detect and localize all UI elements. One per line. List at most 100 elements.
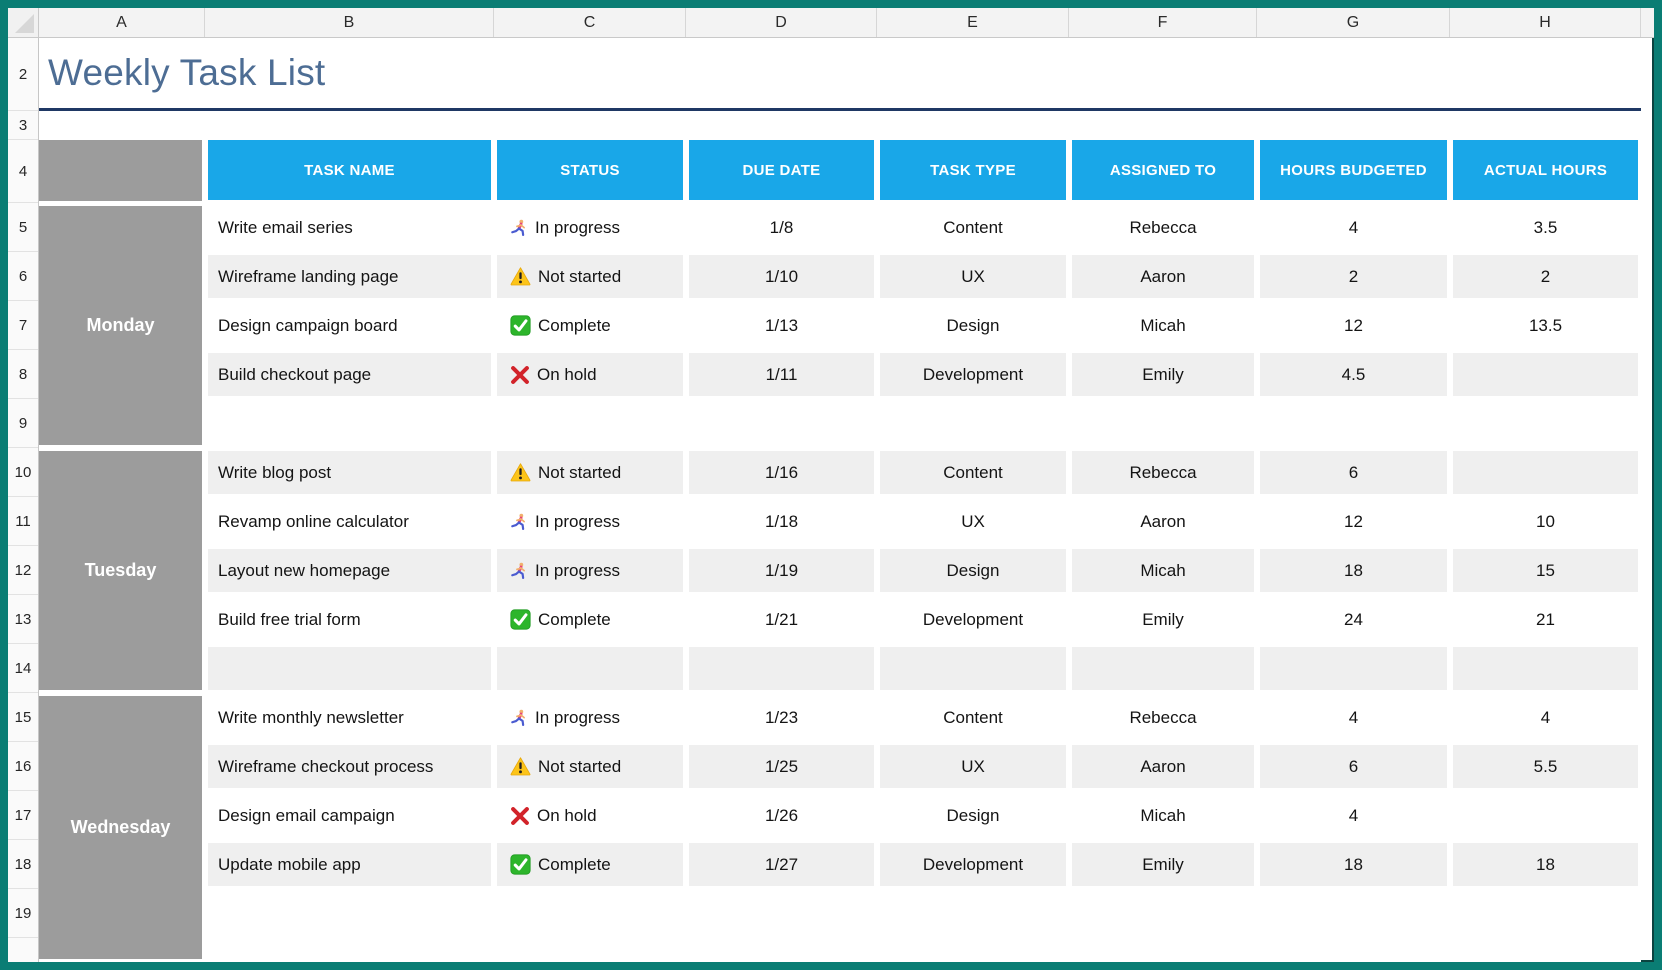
cell-assigned-to[interactable]: Aaron: [1069, 497, 1257, 546]
cell-task-type[interactable]: Content: [877, 203, 1069, 252]
cell-status[interactable]: In progress: [494, 693, 686, 742]
cell-status[interactable]: Not started: [494, 252, 686, 301]
cell-status[interactable]: [494, 889, 686, 938]
cell-task-type[interactable]: UX: [877, 497, 1069, 546]
row-header-19[interactable]: 19: [8, 889, 38, 938]
cell-task-name[interactable]: Write blog post: [205, 448, 494, 497]
cell-hours-budgeted[interactable]: 2: [1257, 252, 1450, 301]
cell-due-date[interactable]: 1/8: [686, 203, 877, 252]
cell-task-type[interactable]: Design: [877, 546, 1069, 595]
row-header-17[interactable]: 17: [8, 791, 38, 840]
cell-task-name[interactable]: Update mobile app: [205, 840, 494, 889]
cell-status[interactable]: Complete: [494, 840, 686, 889]
cell-due-date[interactable]: 1/13: [686, 301, 877, 350]
cell-due-date[interactable]: [686, 644, 877, 693]
cell-due-date[interactable]: 1/10: [686, 252, 877, 301]
cell-task-name[interactable]: [205, 644, 494, 693]
cell-task-type[interactable]: Design: [877, 791, 1069, 840]
cell-status[interactable]: Complete: [494, 595, 686, 644]
cell-task-type[interactable]: Development: [877, 840, 1069, 889]
cell-assigned-to[interactable]: Micah: [1069, 301, 1257, 350]
cell-task-type[interactable]: [877, 644, 1069, 693]
cell-status[interactable]: [494, 644, 686, 693]
cell-status[interactable]: Complete: [494, 301, 686, 350]
day-cell-monday[interactable]: Monday: [39, 203, 205, 448]
row-header-9[interactable]: 9: [8, 399, 38, 448]
cell-hours-budgeted[interactable]: [1257, 889, 1450, 938]
cell-task-type[interactable]: [877, 889, 1069, 938]
cell-hours-budgeted[interactable]: 24: [1257, 595, 1450, 644]
cell-actual-hours[interactable]: 4: [1450, 693, 1641, 742]
th-status[interactable]: STATUS: [494, 140, 686, 203]
cell-hours-budgeted[interactable]: 12: [1257, 497, 1450, 546]
cell-assigned-to[interactable]: Micah: [1069, 546, 1257, 595]
cell-assigned-to[interactable]: Aaron: [1069, 742, 1257, 791]
cell-assigned-to[interactable]: Rebecca: [1069, 448, 1257, 497]
cell-status[interactable]: On hold: [494, 350, 686, 399]
cell-status[interactable]: Not started: [494, 448, 686, 497]
col-letter-C[interactable]: C: [494, 8, 686, 37]
col-letter-G[interactable]: G: [1257, 8, 1450, 37]
th-hours-budgeted[interactable]: HOURS BUDGETED: [1257, 140, 1450, 203]
cell-hours-budgeted[interactable]: 18: [1257, 840, 1450, 889]
row-header-15[interactable]: 15: [8, 693, 38, 742]
th-task-type[interactable]: TASK TYPE: [877, 140, 1069, 203]
cell-hours-budgeted[interactable]: 4: [1257, 791, 1450, 840]
cell-task-type[interactable]: Content: [877, 448, 1069, 497]
row-header-6[interactable]: 6: [8, 252, 38, 301]
cell-task-type[interactable]: UX: [877, 742, 1069, 791]
cell-actual-hours[interactable]: [1450, 644, 1641, 693]
th-due-date[interactable]: DUE DATE: [686, 140, 877, 203]
cell-due-date[interactable]: 1/11: [686, 350, 877, 399]
select-all-corner[interactable]: [8, 8, 39, 37]
cell-actual-hours[interactable]: [1450, 448, 1641, 497]
cell-hours-budgeted[interactable]: [1257, 644, 1450, 693]
cell-due-date[interactable]: [686, 889, 877, 938]
cell-task-name[interactable]: Design email campaign: [205, 791, 494, 840]
cell-assigned-to[interactable]: Rebecca: [1069, 693, 1257, 742]
th-actual-hours[interactable]: ACTUAL HOURS: [1450, 140, 1641, 203]
row-header-5[interactable]: 5: [8, 203, 38, 252]
cell-hours-budgeted[interactable]: 12: [1257, 301, 1450, 350]
cell-hours-budgeted[interactable]: 4.5: [1257, 350, 1450, 399]
cell-status[interactable]: In progress: [494, 497, 686, 546]
cell-hours-budgeted[interactable]: [1257, 399, 1450, 448]
cell-hours-budgeted[interactable]: 4: [1257, 693, 1450, 742]
cell-due-date[interactable]: 1/25: [686, 742, 877, 791]
cell-assigned-to[interactable]: Emily: [1069, 840, 1257, 889]
col-letter-A[interactable]: A: [39, 8, 205, 37]
day-cell-wednesday[interactable]: Wednesday: [39, 693, 205, 962]
cell-hours-budgeted[interactable]: 18: [1257, 546, 1450, 595]
cell-assigned-to[interactable]: [1069, 399, 1257, 448]
cell-assigned-to[interactable]: Emily: [1069, 350, 1257, 399]
cell-assigned-to[interactable]: Micah: [1069, 791, 1257, 840]
row-header-4[interactable]: 4: [8, 140, 38, 203]
th-task-name[interactable]: TASK NAME: [205, 140, 494, 203]
row-header-13[interactable]: 13: [8, 595, 38, 644]
cell-due-date[interactable]: 1/27: [686, 840, 877, 889]
cell-hours-budgeted[interactable]: 6: [1257, 448, 1450, 497]
row-header-10[interactable]: 10: [8, 448, 38, 497]
cell-task-name[interactable]: Build free trial form: [205, 595, 494, 644]
day-cell-tuesday[interactable]: Tuesday: [39, 448, 205, 693]
cell-due-date[interactable]: 1/21: [686, 595, 877, 644]
cell-due-date[interactable]: [686, 399, 877, 448]
row-header-11[interactable]: 11: [8, 497, 38, 546]
row-header-7[interactable]: 7: [8, 301, 38, 350]
cell-task-name[interactable]: Write monthly newsletter: [205, 693, 494, 742]
cell-due-date[interactable]: 1/16: [686, 448, 877, 497]
cell-task-name[interactable]: Write email series: [205, 203, 494, 252]
cell-actual-hours[interactable]: 10: [1450, 497, 1641, 546]
cell-due-date[interactable]: 1/18: [686, 497, 877, 546]
cell-actual-hours[interactable]: [1450, 889, 1641, 938]
cell-status[interactable]: In progress: [494, 203, 686, 252]
cell-actual-hours[interactable]: 13.5: [1450, 301, 1641, 350]
cell-task-type[interactable]: UX: [877, 252, 1069, 301]
cell-actual-hours[interactable]: 3.5: [1450, 203, 1641, 252]
cell-hours-budgeted[interactable]: 6: [1257, 742, 1450, 791]
cell-task-name[interactable]: Design campaign board: [205, 301, 494, 350]
row-header-2[interactable]: 2: [8, 38, 38, 111]
cell-assigned-to[interactable]: [1069, 644, 1257, 693]
day-column-header-cell[interactable]: [39, 140, 205, 203]
col-letter-E[interactable]: E: [877, 8, 1069, 37]
